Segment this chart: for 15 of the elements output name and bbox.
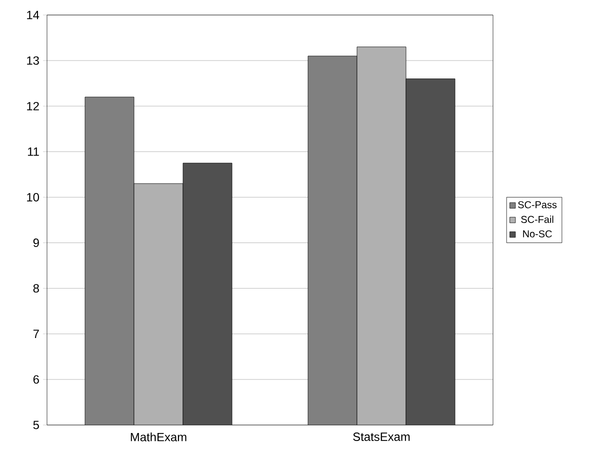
legend-label: SC-Pass	[518, 201, 557, 208]
x-tick-label: StatsExam	[353, 432, 410, 441]
y-tick-label: 5	[33, 420, 39, 430]
y-tick-label: 11	[28, 148, 39, 156]
y-tick-label: 12	[27, 102, 39, 110]
y-tick-label: 13	[27, 56, 39, 65]
legend-label: No-SC	[523, 230, 552, 238]
y-tick-label: 7	[33, 330, 39, 338]
y-tick-label: 14	[27, 10, 40, 20]
x-tick-label: MathExam	[130, 432, 186, 442]
y-tick-label: 10	[27, 192, 40, 202]
y-tick-label: 6	[33, 375, 39, 384]
legend-label: SC-Fail	[521, 216, 554, 223]
y-tick-label: 8	[33, 284, 39, 293]
y-tick-label: 9	[33, 238, 39, 247]
